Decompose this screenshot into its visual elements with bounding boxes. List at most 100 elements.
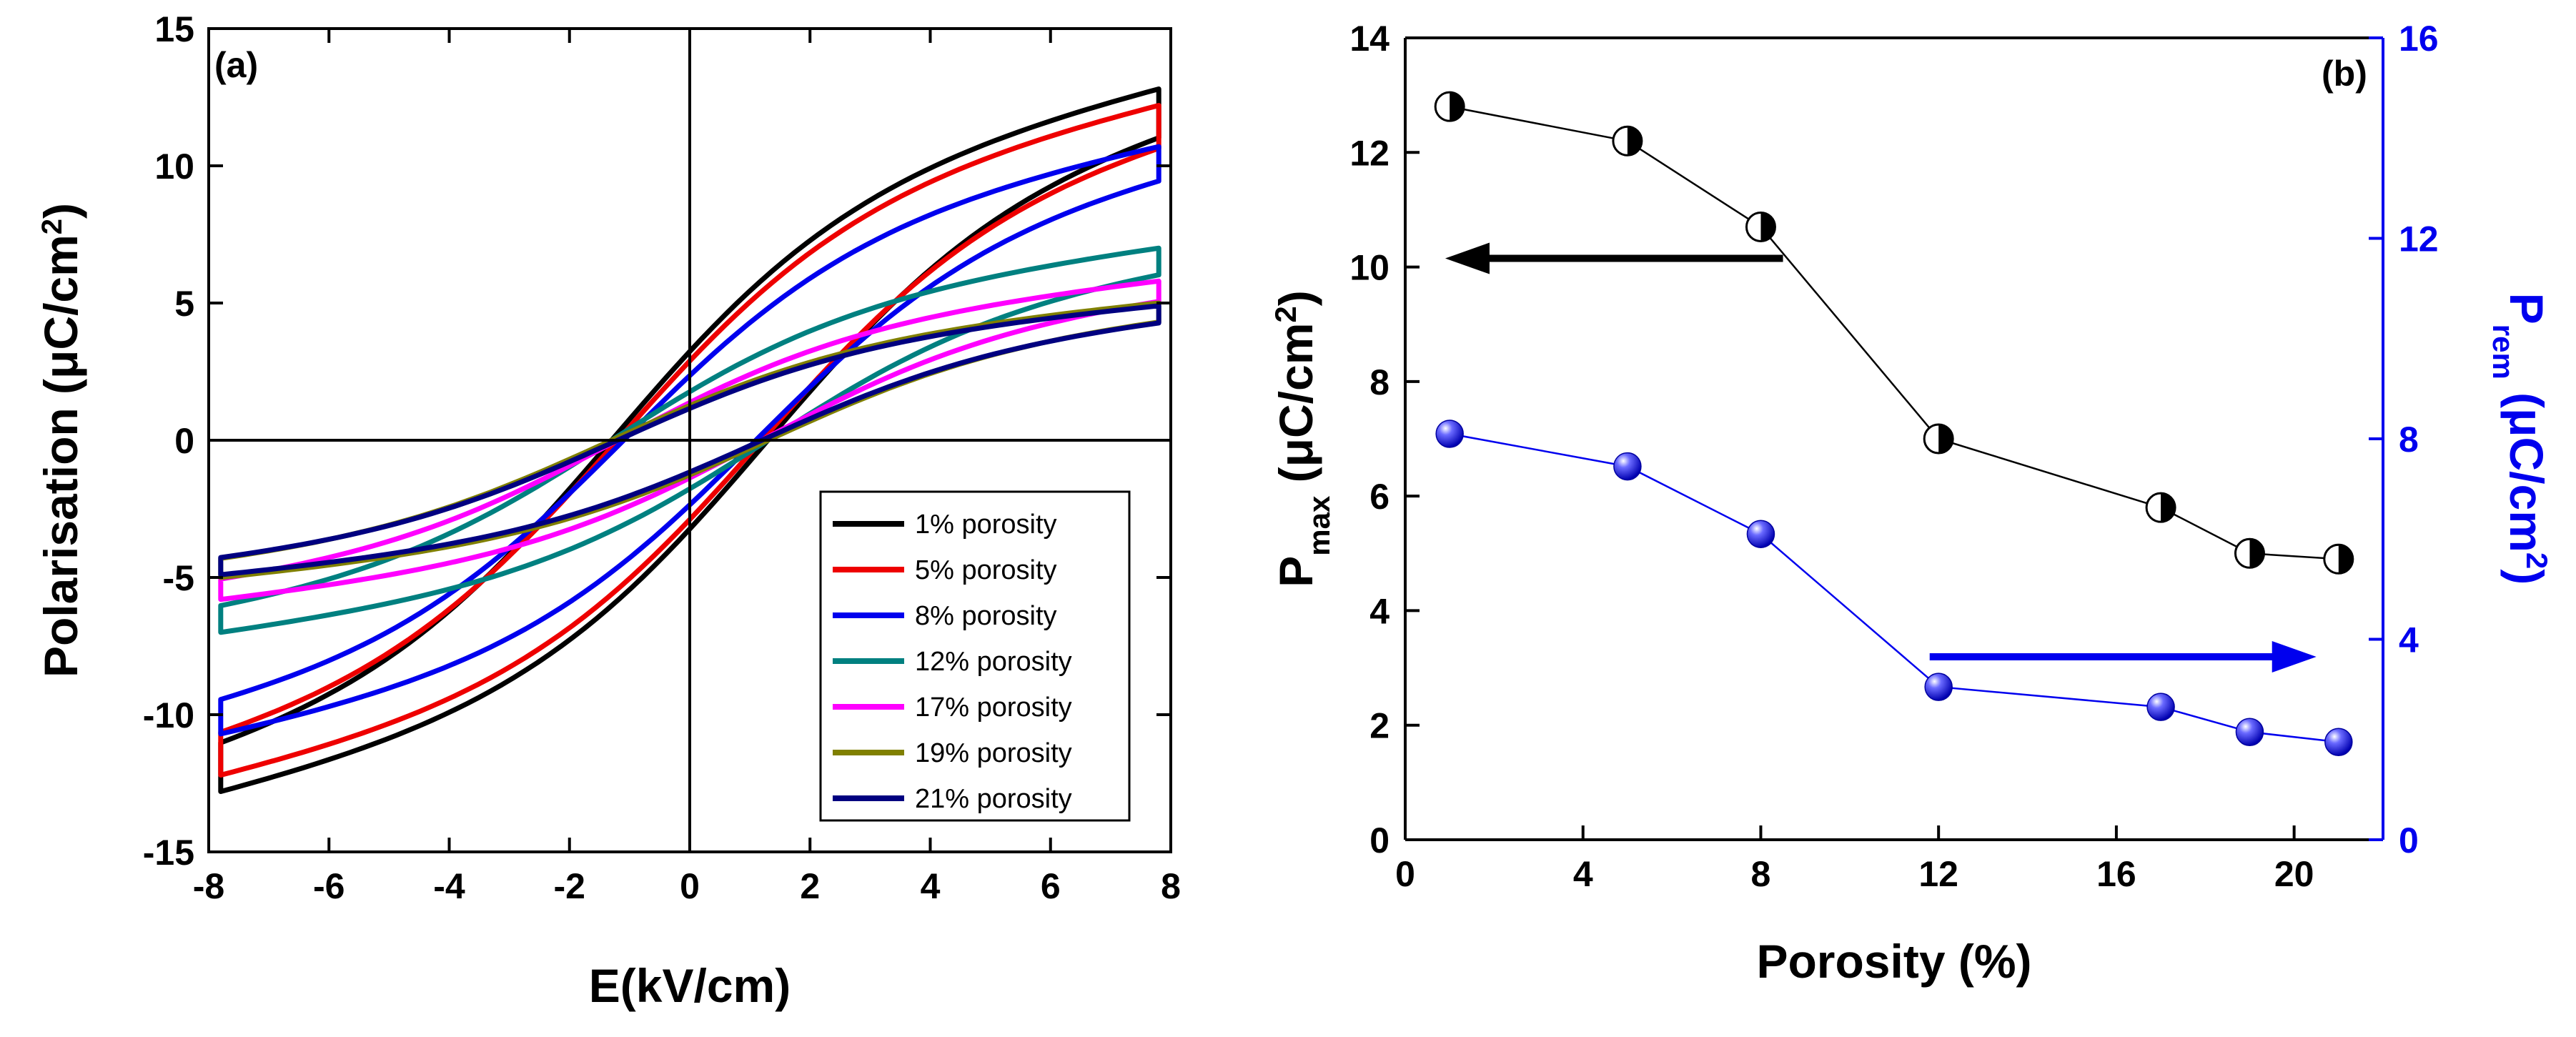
pmax-marker-half [2338,545,2353,574]
y-left-sub: max [1302,495,1336,556]
legend-box [819,490,1131,822]
hysteresis-loop-3 [218,144,1161,737]
y-tick-label-a: 15 [154,9,194,49]
y-tick-label-b-left: 14 [1349,19,1389,59]
pmax-point [2145,492,2176,523]
x-tick-label-a: -6 [313,866,345,906]
annotation-arrow-head-2 [2272,641,2317,673]
x-tick-label-b: 0 [1395,854,1415,894]
annotation-arrow-head-1 [1445,242,1490,274]
pmax-marker-half [2249,539,2264,568]
prem-point [1746,520,1775,548]
x-tick-label-b: 16 [2096,854,2136,894]
y-axis-title-b-left: Pmax (μC/cm2) [1269,290,1336,587]
ticks-a: -8 -6 -4 -2 0 2 4 6 8 -15 -10 -5 0 5 10 15 [143,9,1181,906]
x-tick-label-a: -8 [193,866,224,906]
pmax-point [1434,91,1465,122]
zero-lines [209,29,1171,852]
x-tick-label-a: -2 [554,866,585,906]
pmax-point [1745,211,1776,242]
legend-label-4: 12% porosity [915,647,1072,677]
panel-label-a: (a) [214,45,258,85]
y-tick-label-b-right: 4 [2399,620,2419,660]
x-tick-label-b: 8 [1751,854,1771,894]
prem-point [1435,420,1464,448]
y-tick-label-a: 0 [174,421,194,461]
y-tick-label-b-left: 12 [1349,133,1389,173]
panel-label-b: (b) [2322,54,2367,94]
pmax-point [1923,423,1954,455]
x-tick-label-a: 4 [921,866,941,906]
prem-point [2235,718,2264,746]
pmax-marker-half [1938,425,1953,453]
y-tick-label-a: 10 [154,147,194,187]
x-tick-label-a: 8 [1161,866,1181,906]
legend-label-2: 5% porosity [915,555,1057,585]
x-tick-label-a: -4 [433,866,465,906]
pmax-marker-half [1450,92,1465,121]
series-line-pmax [1449,105,2339,560]
y-left-unit: (μC/cm [1269,323,1322,496]
y-tick-label-b-left: 8 [1369,362,1389,402]
y-tick-label-b-left: 10 [1349,248,1389,288]
pmax-marker-half [1627,126,1642,156]
y-axis-title-a-main: Polarisation (μC/cm [34,234,87,678]
chart-porosity: 0 4 8 12 16 20 0 2 4 6 8 10 12 14 0 4 8 12 16 (b) Porosity… [1269,19,2555,988]
x-tick-label-a: 2 [800,866,820,906]
x-tick-label-b: 12 [1918,854,1958,894]
y-axis-title-a-close: ) [34,203,87,219]
pmax-point [1612,125,1643,157]
ticks-b: 0 4 8 12 16 20 0 2 4 6 8 10 12 14 0 4 8 12 16 [1349,19,2438,894]
y-right-close: ) [2500,569,2553,585]
y-right-unit: (μC/cm [2500,379,2553,552]
chart-hysteresis-loops: -8 -6 -4 -2 0 2 4 6 8 -15 -10 -5 0 5 10 15 (a) 1% poros… [34,9,1181,1012]
y-tick-label-a: 5 [174,284,194,324]
x-tick-label-a: 0 [680,866,700,906]
y-tick-label-b-left: 6 [1369,477,1389,517]
pmax-marker-half [2161,493,2176,522]
y-tick-label-b-right: 8 [2399,420,2419,460]
y-axis-title-a: Polarisation (μC/cm2) [34,203,87,678]
x-tick-label-b: 4 [1573,854,1593,894]
pmax-marker-half [1760,212,1775,242]
prem-point [1613,452,1642,481]
legend-label-5: 17% porosity [915,693,1072,723]
scatter-series [1434,91,2354,757]
hysteresis-loop-4 [218,245,1161,635]
y-tick-label-a: -5 [163,558,194,598]
pmax-point [2323,543,2354,575]
y-left-close: ) [1269,290,1322,306]
legend-label-6: 19% porosity [915,738,1072,768]
y-tick-label-a: -15 [143,833,194,873]
y-left-sup: 2 [1269,306,1302,322]
y-right-main: P [2500,293,2553,324]
pmax-point [2234,537,2265,569]
y-tick-label-b-left: 0 [1369,820,1389,860]
x-axis-title-b: Porosity (%) [1756,935,2031,988]
x-tick-label-b: 20 [2274,854,2314,894]
series-line-prem [1449,432,2339,743]
hysteresis-loop-5 [218,278,1161,602]
hysteresis-loop-2 [218,103,1161,778]
y-axis-title-a-sup: 2 [36,219,68,234]
y-right-sup: 2 [2521,552,2555,569]
y-left-main: P [1269,556,1322,587]
y-tick-label-b-right: 12 [2399,219,2439,259]
hysteresis-loop-7 [218,303,1161,577]
prem-point [2324,728,2353,757]
y-tick-label-b-left: 2 [1369,706,1389,746]
legend-label-7: 21% porosity [915,784,1072,814]
y-tick-label-a: -10 [143,695,194,735]
y-axis-title-b-right: Prem (μC/cm2) [2487,293,2555,585]
legend: 1% porosity 5% porosity 8% porosity 12% por… [819,490,1131,822]
x-axis-title-a: E(kV/cm) [589,959,791,1012]
prem-point [1924,673,1953,701]
y-right-sub: rem [2487,324,2521,379]
legend-label-3: 8% porosity [915,601,1057,631]
legend-label-1: 1% porosity [915,510,1057,540]
y-tick-label-b-left: 4 [1369,591,1389,631]
y-tick-label-b-right: 0 [2399,820,2419,860]
x-tick-label-a: 6 [1041,866,1061,906]
prem-point [2146,693,2175,721]
